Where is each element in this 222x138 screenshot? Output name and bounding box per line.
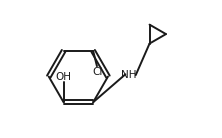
Text: Cl: Cl xyxy=(93,67,103,77)
Text: OH: OH xyxy=(56,72,71,82)
Text: NH: NH xyxy=(121,70,137,80)
